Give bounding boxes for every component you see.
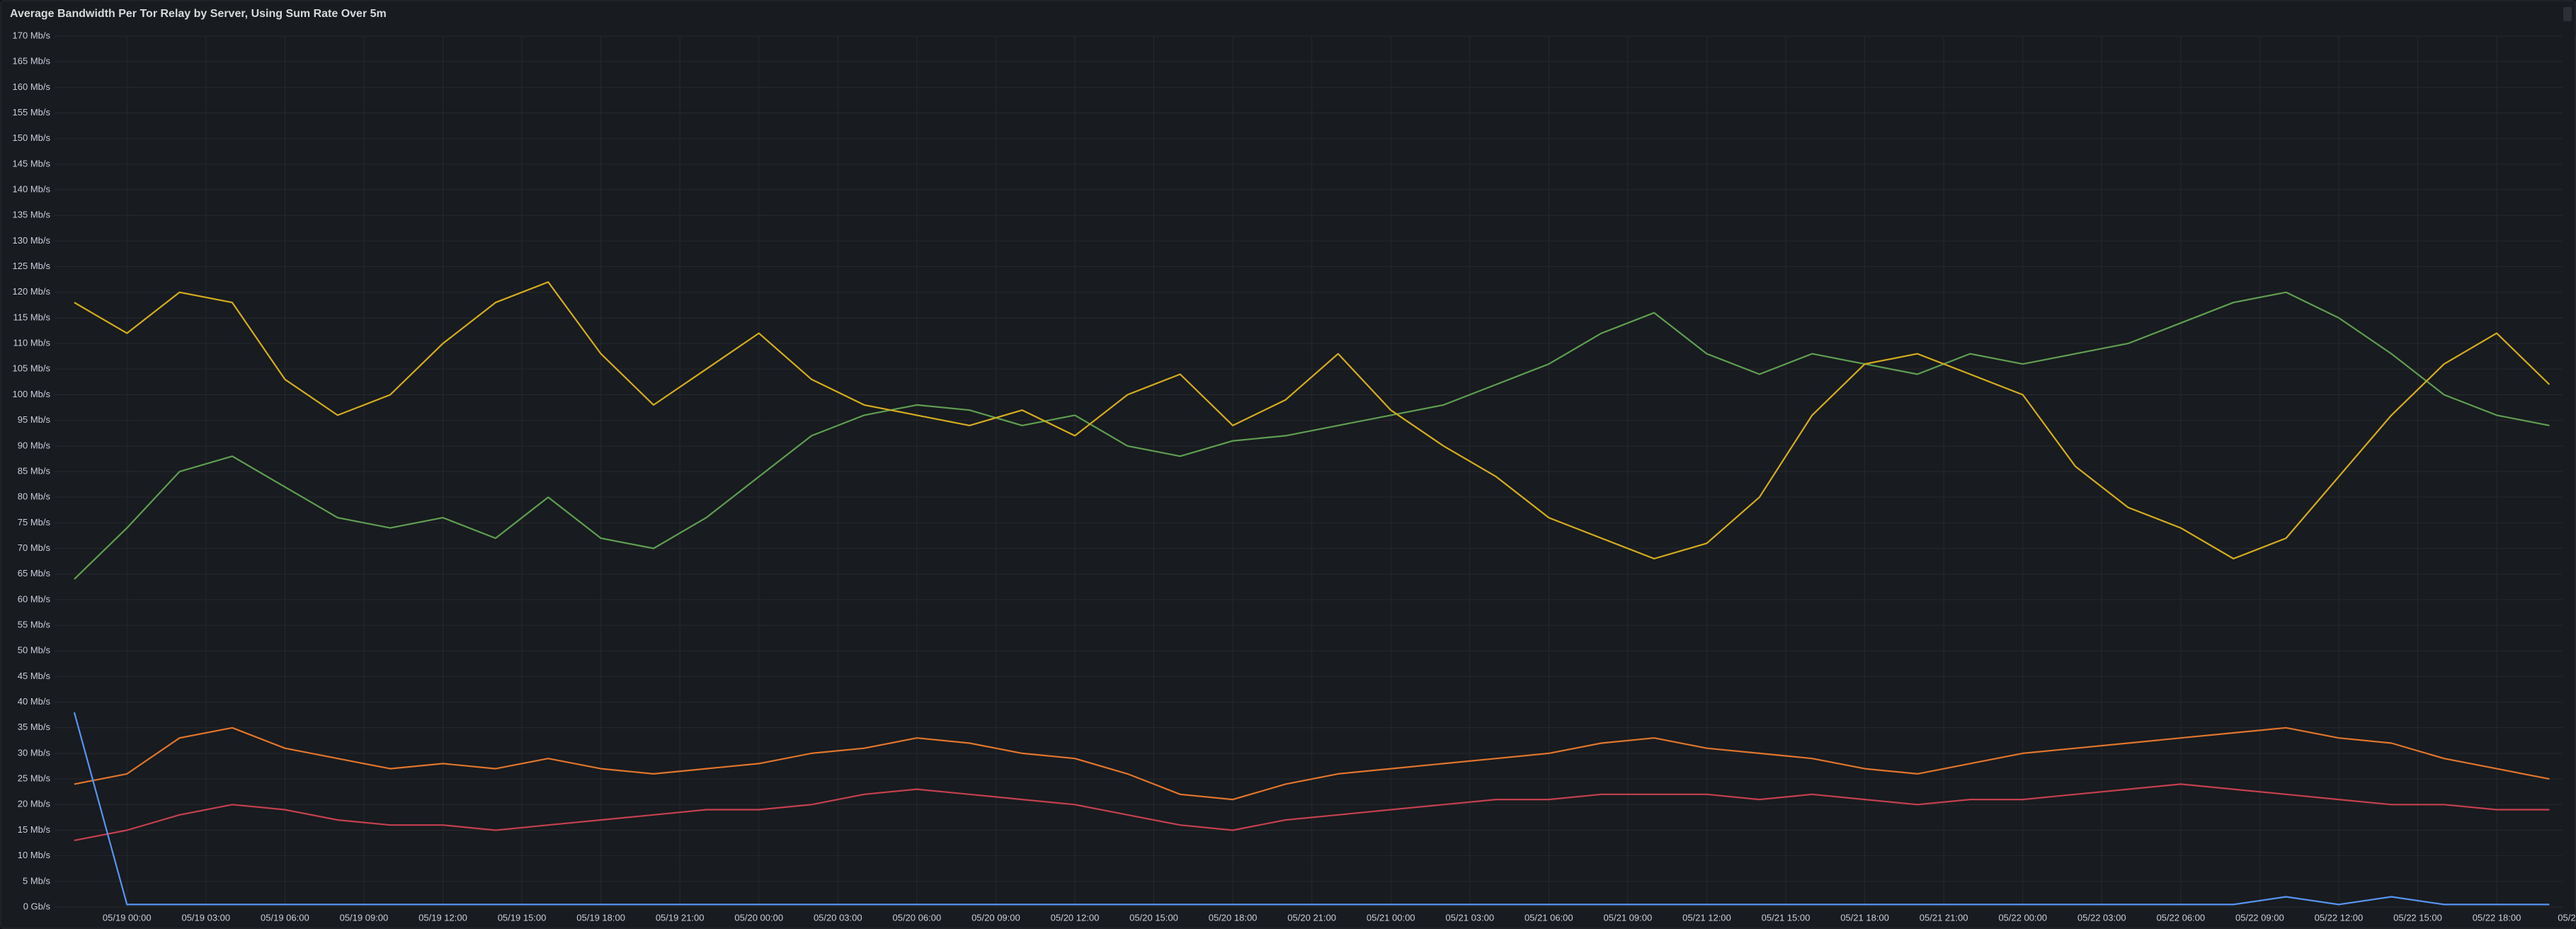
panel-menu-button[interactable] <box>2563 7 2572 21</box>
x-tick-label: 05/20 06:00 <box>893 912 942 923</box>
x-tick-label: 05/20 12:00 <box>1051 912 1100 923</box>
x-tick-label: 05/21 12:00 <box>1682 912 1731 923</box>
y-tick-label: 145 Mb/s <box>13 158 51 169</box>
x-tick-label: 05/20 00:00 <box>734 912 783 923</box>
y-tick-label: 55 Mb/s <box>18 619 51 629</box>
series-line <box>74 291 2550 580</box>
series-line <box>74 726 2550 801</box>
y-tick-label: 80 Mb/s <box>18 491 51 502</box>
series-line <box>74 281 2551 560</box>
x-tick-label: 05/20 15:00 <box>1129 912 1178 923</box>
y-tick-label: 105 Mb/s <box>13 363 51 374</box>
x-tick-label: 05/21 21:00 <box>1920 912 1968 923</box>
y-tick-label: 160 Mb/s <box>13 81 51 92</box>
y-tick-label: 155 Mb/s <box>13 107 51 118</box>
x-tick-label: 05/22 15:00 <box>2393 912 2442 923</box>
y-tick-label: 100 Mb/s <box>13 389 51 399</box>
y-tick-label: 35 Mb/s <box>18 722 51 732</box>
y-tick-label: 150 Mb/s <box>13 132 51 143</box>
x-tick-label: 05/22 18:00 <box>2473 912 2521 923</box>
y-tick-label: 5 Mb/s <box>23 875 51 886</box>
y-tick-label: 135 Mb/s <box>13 210 51 220</box>
x-tick-label: 05/22 00:00 <box>1998 912 2047 923</box>
y-tick-label: 30 Mb/s <box>18 747 51 758</box>
y-tick-label: 75 Mb/s <box>18 517 51 528</box>
y-tick-label: 65 Mb/s <box>18 568 51 579</box>
y-tick-label: 20 Mb/s <box>18 799 51 809</box>
x-tick-label: 05/22 03:00 <box>2078 912 2126 923</box>
x-tick-label: 05/21 06:00 <box>1524 912 1573 923</box>
y-tick-label: 95 Mb/s <box>18 414 51 425</box>
y-tick-label: 70 Mb/s <box>18 542 51 553</box>
x-tick-label: 05/22 21 <box>2558 912 2576 923</box>
x-tick-label: 05/21 09:00 <box>1604 912 1653 923</box>
y-tick-label: 45 Mb/s <box>18 671 51 681</box>
y-tick-label: 85 Mb/s <box>18 465 51 476</box>
y-tick-label: 0 Gb/s <box>23 901 51 911</box>
x-tick-label: 05/19 03:00 <box>181 912 230 923</box>
x-tick-label: 05/20 09:00 <box>971 912 1020 923</box>
series-line <box>73 712 2550 906</box>
x-tick-label: 05/19 00:00 <box>103 912 152 923</box>
y-tick-label: 120 Mb/s <box>13 286 51 297</box>
x-tick-label: 05/21 03:00 <box>1445 912 1494 923</box>
y-tick-label: 110 Mb/s <box>13 338 50 348</box>
y-tick-label: 90 Mb/s <box>18 440 51 450</box>
series-line <box>74 783 2550 841</box>
y-tick-label: 125 Mb/s <box>13 261 51 271</box>
x-tick-label: 05/19 18:00 <box>576 912 625 923</box>
x-tick-label: 05/19 21:00 <box>656 912 705 923</box>
x-tick-label: 05/19 09:00 <box>340 912 389 923</box>
x-tick-label: 05/20 03:00 <box>814 912 862 923</box>
x-tick-label: 05/19 12:00 <box>418 912 467 923</box>
x-tick-label: 05/20 18:00 <box>1209 912 1258 923</box>
x-tick-label: 05/22 12:00 <box>2315 912 2364 923</box>
x-tick-label: 05/19 06:00 <box>261 912 309 923</box>
y-tick-label: 165 Mb/s <box>13 56 51 67</box>
y-tick-label: 140 Mb/s <box>13 183 51 194</box>
y-tick-label: 60 Mb/s <box>18 593 51 604</box>
y-tick-label: 40 Mb/s <box>18 696 51 707</box>
x-tick-label: 05/21 00:00 <box>1367 912 1415 923</box>
y-tick-label: 25 Mb/s <box>18 773 51 784</box>
panel-title: Average Bandwidth Per Tor Relay by Serve… <box>10 8 387 20</box>
y-tick-label: 15 Mb/s <box>18 824 51 835</box>
x-tick-label: 05/22 06:00 <box>2156 912 2205 923</box>
x-tick-label: 05/21 15:00 <box>1762 912 1811 923</box>
y-tick-label: 50 Mb/s <box>18 645 51 656</box>
y-tick-label: 10 Mb/s <box>18 850 51 860</box>
x-tick-label: 05/21 18:00 <box>1840 912 1889 923</box>
y-tick-label: 130 Mb/s <box>13 235 51 246</box>
y-tick-label: 115 Mb/s <box>13 312 50 322</box>
x-tick-label: 05/20 21:00 <box>1287 912 1336 923</box>
y-tick-label: 170 Mb/s <box>13 30 51 40</box>
x-tick-label: 05/22 09:00 <box>2235 912 2284 923</box>
x-tick-label: 05/19 15:00 <box>498 912 547 923</box>
